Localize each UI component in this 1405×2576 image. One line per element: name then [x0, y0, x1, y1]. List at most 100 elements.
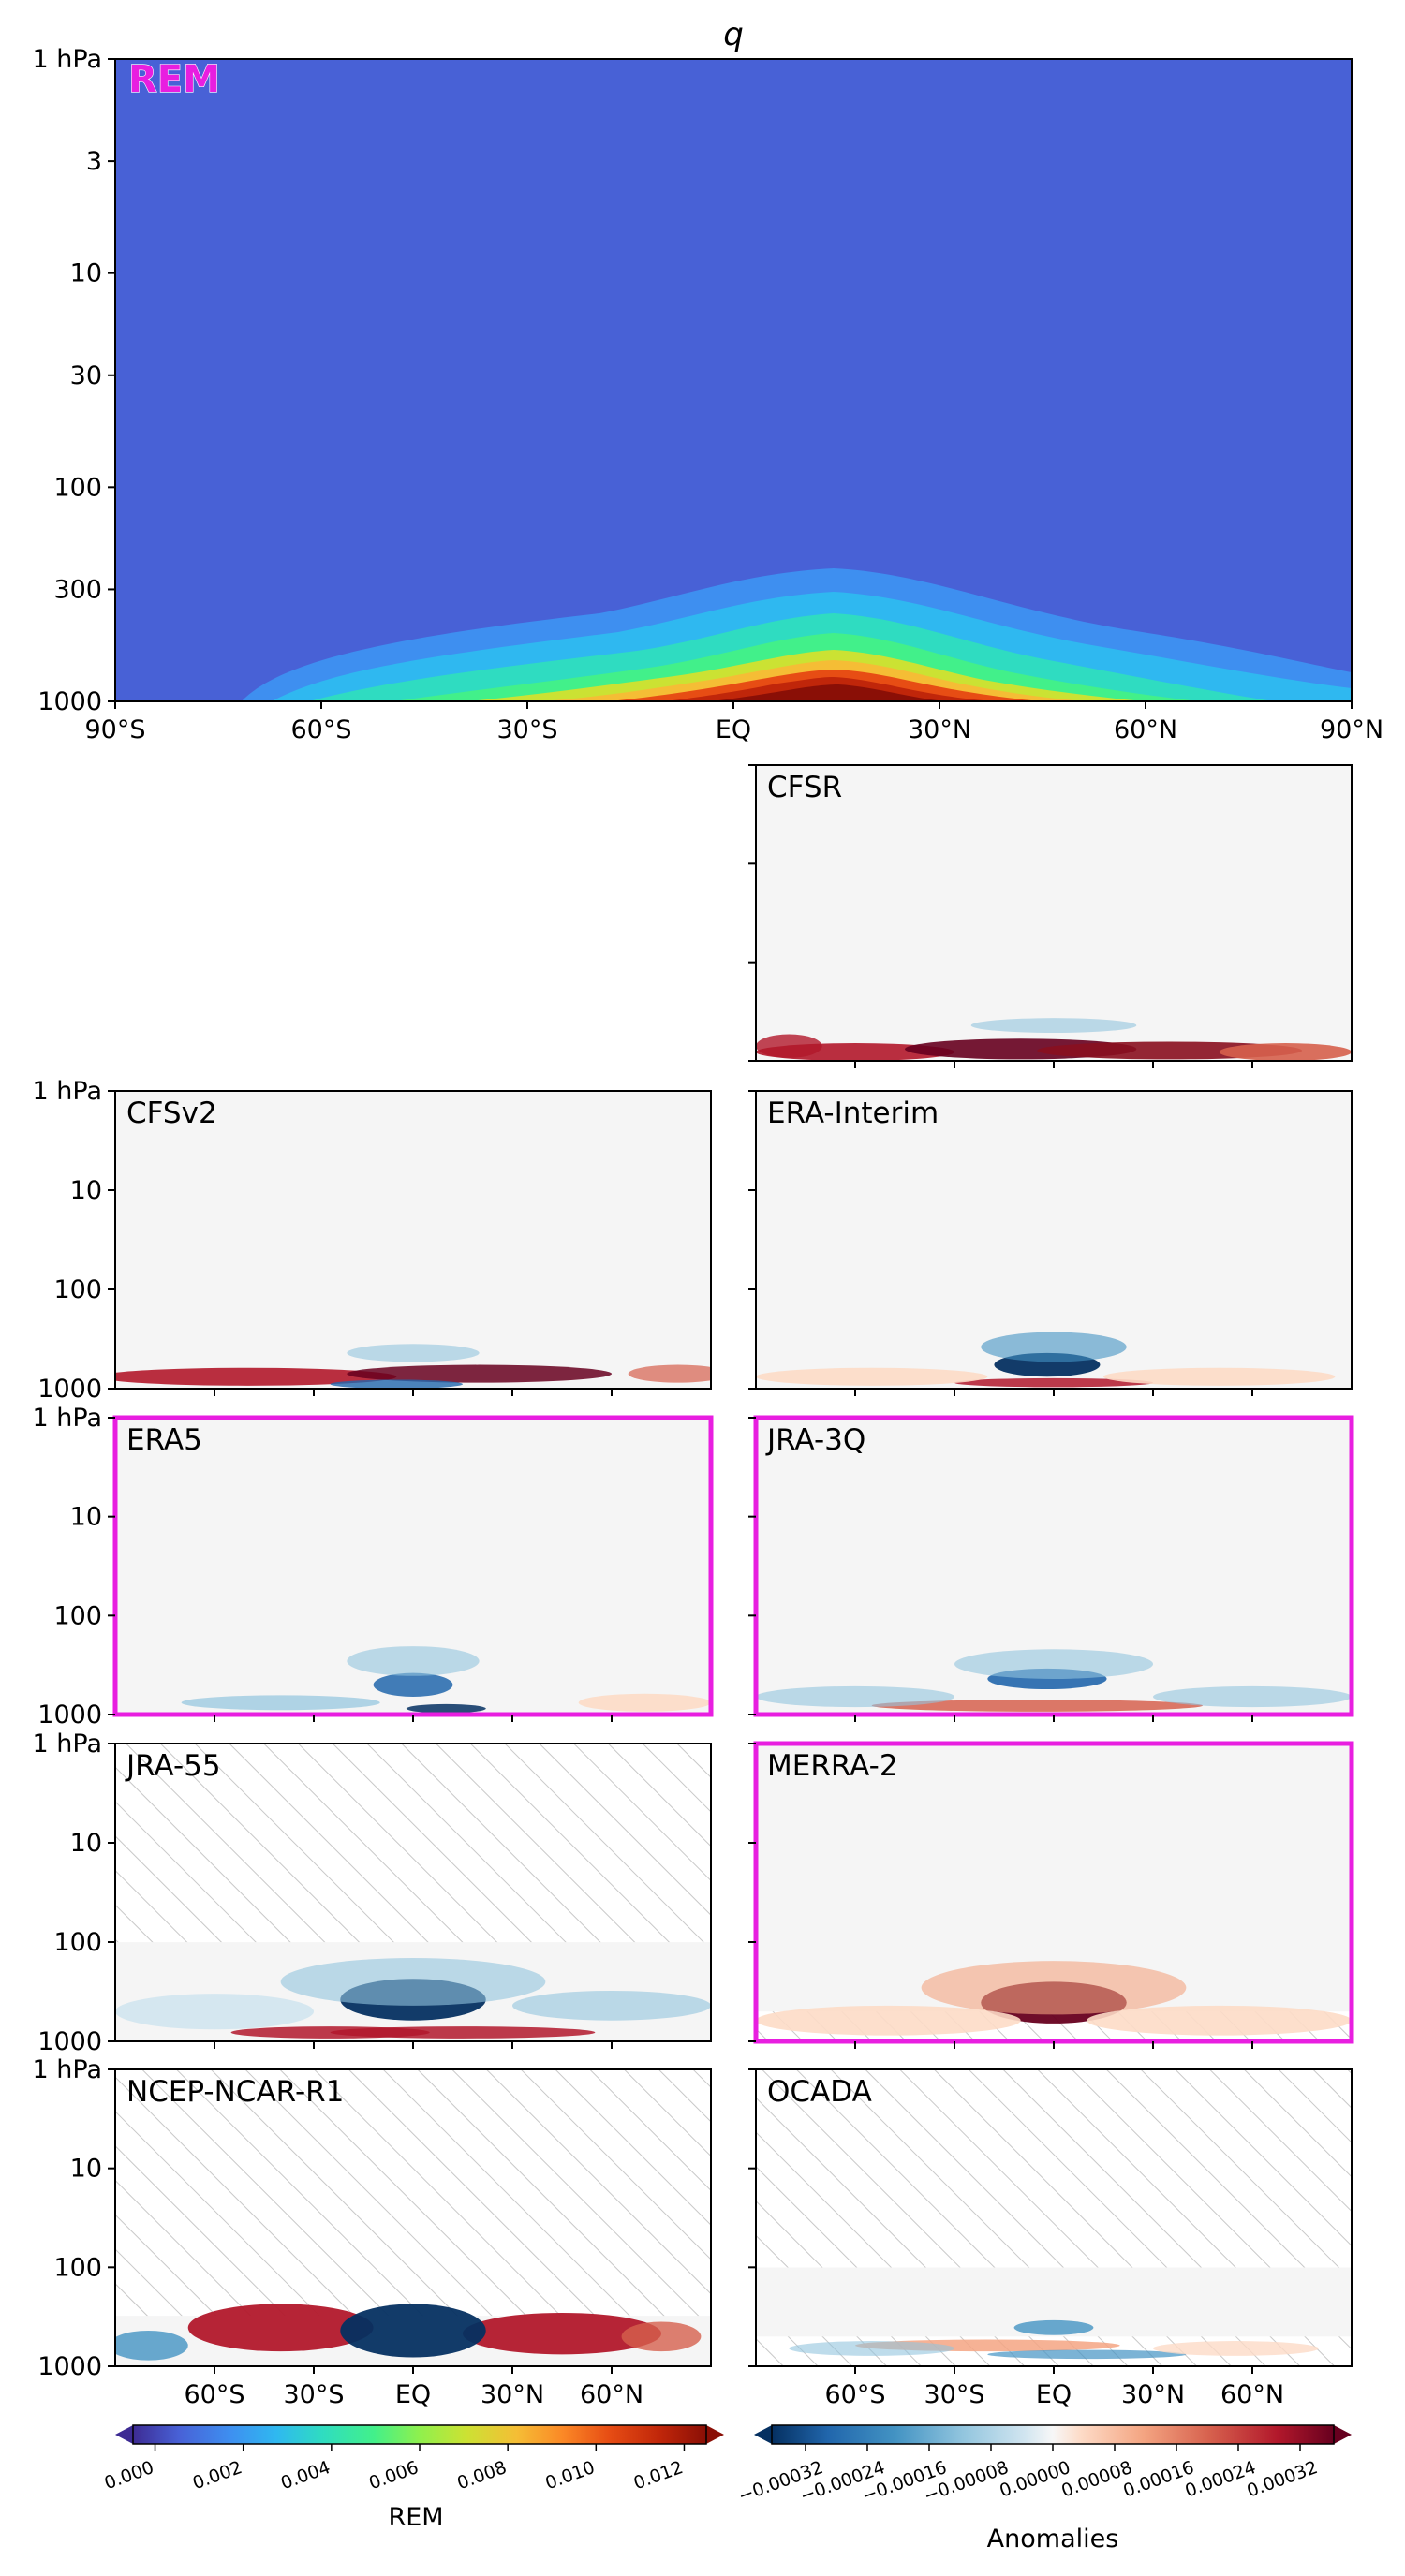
colorbar-rem: 0.000 0.002 0.004 0.006 0.008 0.010 0.012 REM: [102, 2424, 724, 2532]
anomaly-blob: [954, 1377, 1153, 1388]
colorbar-tick-label: 0.012: [631, 2457, 687, 2494]
colorbar-tick-label: 0.00000: [997, 2457, 1072, 2502]
anomaly-blob: [115, 1994, 314, 2030]
x-tick-label: 90°N: [1320, 715, 1383, 744]
anomaly-blob: [330, 1379, 463, 1389]
y-tick-label: 1000: [37, 1375, 102, 1404]
panel-cfsv2: CFSv2 1 hPa 10 100 1000: [33, 1077, 712, 1404]
y-tick-label: 3: [86, 147, 102, 176]
x-tick-label: 60°S: [825, 2380, 886, 2409]
y-tick-label: 100: [53, 1275, 102, 1304]
y-tick-label: 1000: [37, 687, 102, 716]
colorbar-tick-label: 0.004: [278, 2457, 333, 2494]
anomaly-blob: [1219, 1043, 1352, 1061]
panel-label: OCADA: [767, 2075, 872, 2109]
anomaly-blob: [1087, 2005, 1352, 2036]
figure-title: q: [723, 16, 744, 53]
x-tick-label: EQ: [1036, 2380, 1072, 2409]
colorbar-tick-label: 0.010: [542, 2457, 598, 2494]
anomaly-blob: [406, 1703, 486, 1714]
y-tick-label: 100: [53, 2253, 102, 2282]
anomaly-blob: [756, 2005, 1021, 2036]
x-tick-label: 30°N: [481, 2380, 544, 2409]
colorbar-anomalies-label: Anomalies: [987, 2524, 1119, 2554]
panel-cfsr: CFSR: [748, 764, 1353, 1068]
colorbar-tick-label: 0.00008: [1058, 2457, 1134, 2502]
panel-label: CFSv2: [126, 1097, 217, 1130]
anomaly-blob: [756, 1034, 822, 1058]
x-tick-label: 30°S: [497, 715, 558, 744]
y-tick-label: 1 hPa: [33, 2055, 103, 2084]
panel-era5: ERA5 1 hPa 10 100 1000: [33, 1404, 714, 1730]
anomaly-blob: [347, 1646, 480, 1676]
anomaly-blob: [463, 2312, 661, 2355]
y-tick-label: 300: [53, 575, 102, 604]
panel-label: NCEP-NCAR-R1: [126, 2075, 344, 2109]
anomaly-blob: [987, 2349, 1187, 2360]
x-tick-label: 60°S: [185, 2380, 245, 2409]
panel-background: [756, 765, 1352, 1061]
rem-panel: REM: [114, 57, 1353, 702]
panel-ocada: OCADA 60°S 30°S EQ 30°N 60°N: [748, 2068, 1353, 2409]
panel-label: ERA-Interim: [767, 1097, 939, 1130]
anomaly-blob: [756, 1367, 988, 1386]
panel-jra-55: JRA-55 1 hPa 10 100 1000: [33, 1730, 712, 2056]
y-tick-label: 1000: [37, 1700, 102, 1730]
anomaly-blob: [954, 1649, 1153, 1679]
y-tick-label: 100: [53, 1601, 102, 1630]
y-tick-label: 30: [70, 361, 102, 390]
colorbar-tick-label: 0.002: [190, 2457, 245, 2494]
colorbar-anomalies: −0.00032−0.00024−0.00016−0.000080.000000…: [735, 2424, 1352, 2554]
anomaly-blob: [1103, 1367, 1336, 1386]
panel-label: MERRA-2: [767, 1749, 898, 1783]
colorbar-tick-label: 0.00024: [1182, 2457, 1258, 2502]
y-tick-label: 100: [53, 1928, 102, 1957]
panel-label: ERA5: [126, 1423, 202, 1457]
anomaly-blob: [1153, 1685, 1352, 1708]
x-tick-label: 60°N: [1114, 715, 1177, 744]
anomaly-blob: [115, 1367, 397, 1386]
y-tick-label: 1 hPa: [33, 1730, 103, 1759]
y-tick-label: 10: [70, 259, 102, 288]
x-tick-label: 30°S: [284, 2380, 345, 2409]
x-tick-label: 60°S: [291, 715, 352, 744]
colorbar-rem-label: REM: [388, 2503, 443, 2532]
anomaly-blob: [981, 1332, 1127, 1362]
x-tick-label: EQ: [395, 2380, 431, 2409]
anomaly-blob: [187, 2304, 374, 2352]
y-tick-label: 1 hPa: [33, 1077, 103, 1106]
y-tick-label: 1000: [37, 2027, 102, 2056]
x-tick-label: 90°S: [85, 715, 146, 744]
x-tick-label: 30°N: [908, 715, 971, 744]
y-tick-label: 100: [53, 473, 102, 502]
y-tick-label: 10: [70, 1176, 102, 1205]
anomaly-blob: [181, 1695, 380, 1711]
colorbar-tick-label: 0.006: [366, 2457, 422, 2494]
anomaly-blob: [347, 1344, 480, 1362]
colorbar-tick-label: 0.00016: [1120, 2457, 1196, 2502]
panel-merra-2: MERRA-2: [748, 1741, 1354, 2049]
anomaly-blob: [373, 1672, 453, 1697]
y-tick-label: 1 hPa: [33, 1404, 103, 1433]
x-tick-label: 30°N: [1121, 2380, 1185, 2409]
colorbar-tick-label: 0.00032: [1244, 2457, 1320, 2502]
hatched-region: [115, 1744, 711, 1943]
y-tick-label: 10: [70, 1503, 102, 1532]
anomaly-blob: [789, 2341, 955, 2356]
y-tick-label: 10: [70, 2155, 102, 2184]
anomaly-blob: [230, 2026, 430, 2039]
colorbar-tick-label: 0.008: [454, 2457, 510, 2494]
anomaly-blob: [871, 1700, 1203, 1712]
y-tick-label: 10: [70, 1829, 102, 1858]
rem-contours: [242, 568, 1352, 701]
anomaly-blob: [512, 1990, 711, 2021]
anomaly-blob: [756, 1685, 954, 1708]
anomaly-blob: [621, 2321, 702, 2352]
anomaly-blob: [115, 2330, 188, 2361]
anomaly-blob: [921, 1961, 1187, 2015]
panel-label: JRA-55: [125, 1749, 221, 1783]
y-tick-label: 1000: [37, 2352, 102, 2381]
panel-label: CFSR: [767, 771, 842, 804]
anomaly-blob: [1013, 2319, 1094, 2335]
panel-background: [115, 1091, 711, 1389]
